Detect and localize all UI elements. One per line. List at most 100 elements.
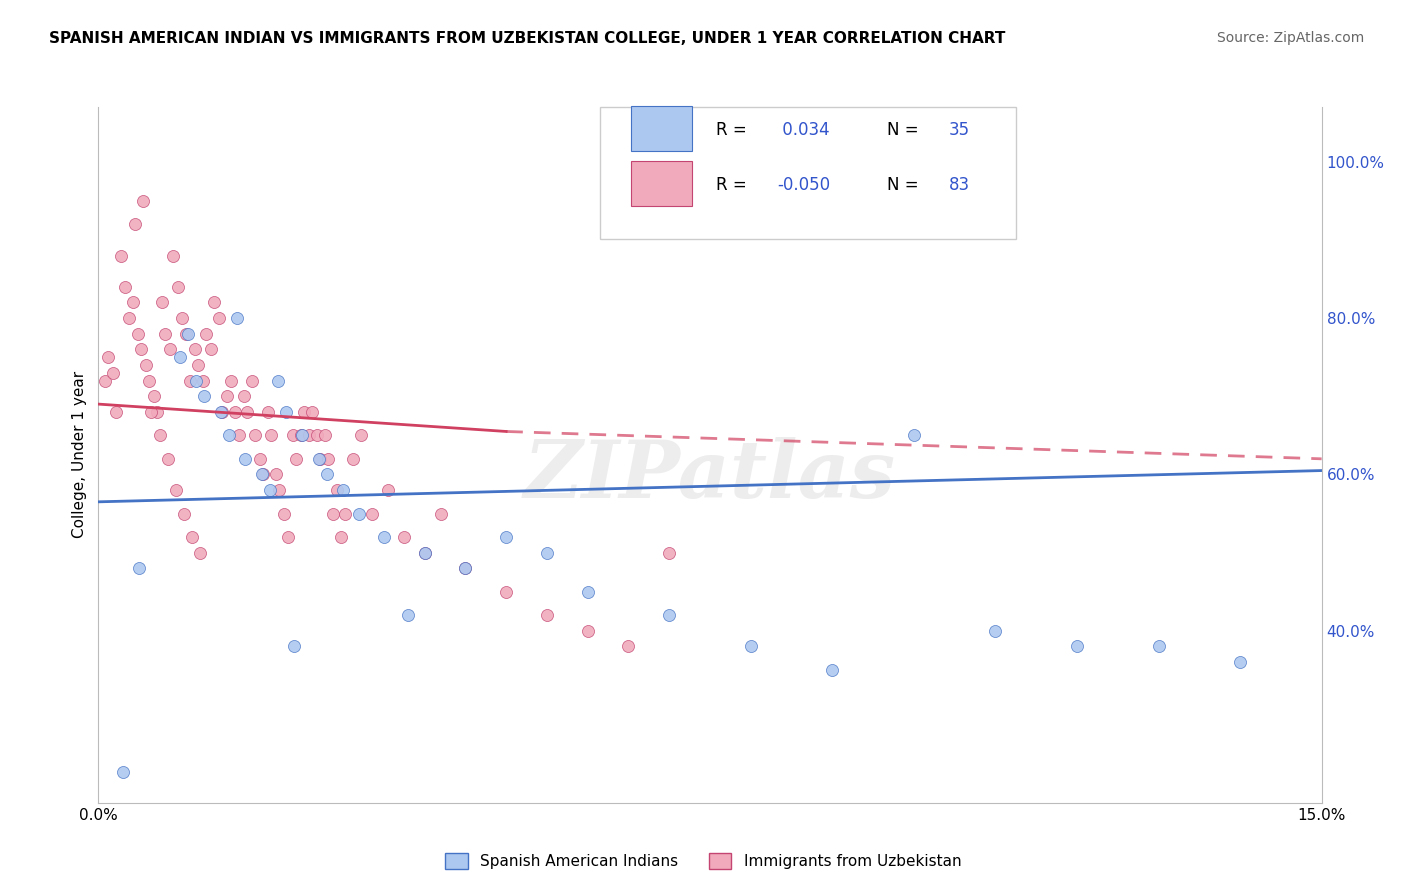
Point: [195, 326, 218, 341]
Point: [187, 358, 209, 372]
Point: [165, 483, 187, 497]
Point: [181, 530, 204, 544]
Point: [536, 608, 558, 623]
Point: [135, 358, 157, 372]
Point: [149, 428, 172, 442]
Point: [396, 608, 419, 623]
Point: [617, 640, 640, 654]
Point: [121, 295, 143, 310]
Point: [576, 584, 599, 599]
Point: [129, 343, 152, 357]
Point: [1229, 655, 1251, 669]
Point: [209, 405, 232, 419]
Point: [322, 507, 344, 521]
Point: [156, 451, 179, 466]
Point: [217, 389, 239, 403]
Point: [298, 428, 321, 442]
Point: [218, 428, 240, 442]
Point: [264, 467, 287, 482]
Point: [330, 530, 353, 544]
Point: [162, 249, 184, 263]
Point: [267, 374, 290, 388]
Point: [97, 350, 120, 364]
Point: [333, 507, 356, 521]
Point: [202, 295, 225, 310]
Point: [243, 428, 266, 442]
Point: [373, 530, 395, 544]
Point: [315, 467, 337, 482]
Point: [188, 546, 212, 560]
Point: [740, 640, 762, 654]
Point: [138, 374, 160, 388]
Point: [142, 389, 165, 403]
Point: [173, 507, 195, 521]
Point: [155, 326, 177, 341]
Point: [576, 624, 599, 638]
Text: -0.050: -0.050: [778, 177, 831, 194]
Point: [291, 428, 314, 442]
Point: [259, 483, 281, 497]
Text: N =: N =: [887, 120, 924, 139]
Point: [301, 405, 323, 419]
Text: 0.034: 0.034: [778, 120, 830, 139]
Point: [260, 428, 283, 442]
Point: [309, 451, 332, 466]
Point: [292, 405, 315, 419]
Point: [277, 530, 299, 544]
Point: [252, 467, 274, 482]
Point: [219, 374, 242, 388]
Point: [177, 326, 200, 341]
Point: [228, 428, 250, 442]
Point: [208, 311, 231, 326]
Point: [430, 507, 453, 521]
Point: [118, 311, 141, 326]
Point: [274, 405, 297, 419]
Point: [1066, 640, 1088, 654]
Point: [179, 374, 201, 388]
Point: [211, 405, 233, 419]
Point: [111, 764, 134, 779]
Point: [495, 530, 517, 544]
Point: [200, 343, 222, 357]
Point: [224, 405, 246, 419]
Point: [290, 428, 312, 442]
Point: [249, 451, 271, 466]
Point: [176, 326, 198, 341]
FancyBboxPatch shape: [630, 161, 692, 206]
Point: [360, 507, 382, 521]
Point: [159, 343, 181, 357]
Point: [124, 217, 146, 231]
Point: [984, 624, 1007, 638]
Point: [141, 405, 163, 419]
Point: [128, 561, 150, 575]
Point: [191, 374, 214, 388]
Text: R =: R =: [716, 120, 752, 139]
Y-axis label: College, Under 1 year: College, Under 1 year: [72, 371, 87, 539]
Point: [114, 280, 136, 294]
Point: [658, 546, 681, 560]
Point: [233, 451, 256, 466]
Text: SPANISH AMERICAN INDIAN VS IMMIGRANTS FROM UZBEKISTAN COLLEGE, UNDER 1 YEAR CORR: SPANISH AMERICAN INDIAN VS IMMIGRANTS FR…: [49, 31, 1005, 46]
Point: [454, 561, 477, 575]
Point: [1147, 640, 1170, 654]
Point: [240, 374, 263, 388]
Point: [314, 428, 336, 442]
Point: [903, 428, 925, 442]
Point: [283, 640, 305, 654]
Point: [269, 483, 291, 497]
Text: 35: 35: [949, 120, 970, 139]
Point: [332, 483, 354, 497]
Point: [536, 546, 558, 560]
Point: [236, 405, 259, 419]
FancyBboxPatch shape: [630, 105, 692, 151]
Point: [281, 428, 304, 442]
Point: [150, 295, 173, 310]
Point: [342, 451, 364, 466]
Legend: Spanish American Indians, Immigrants from Uzbekistan: Spanish American Indians, Immigrants fro…: [439, 847, 967, 875]
Point: [495, 584, 517, 599]
Point: [350, 428, 373, 442]
FancyBboxPatch shape: [600, 107, 1015, 239]
Point: [146, 405, 169, 419]
Point: [413, 546, 436, 560]
Point: [308, 451, 330, 466]
